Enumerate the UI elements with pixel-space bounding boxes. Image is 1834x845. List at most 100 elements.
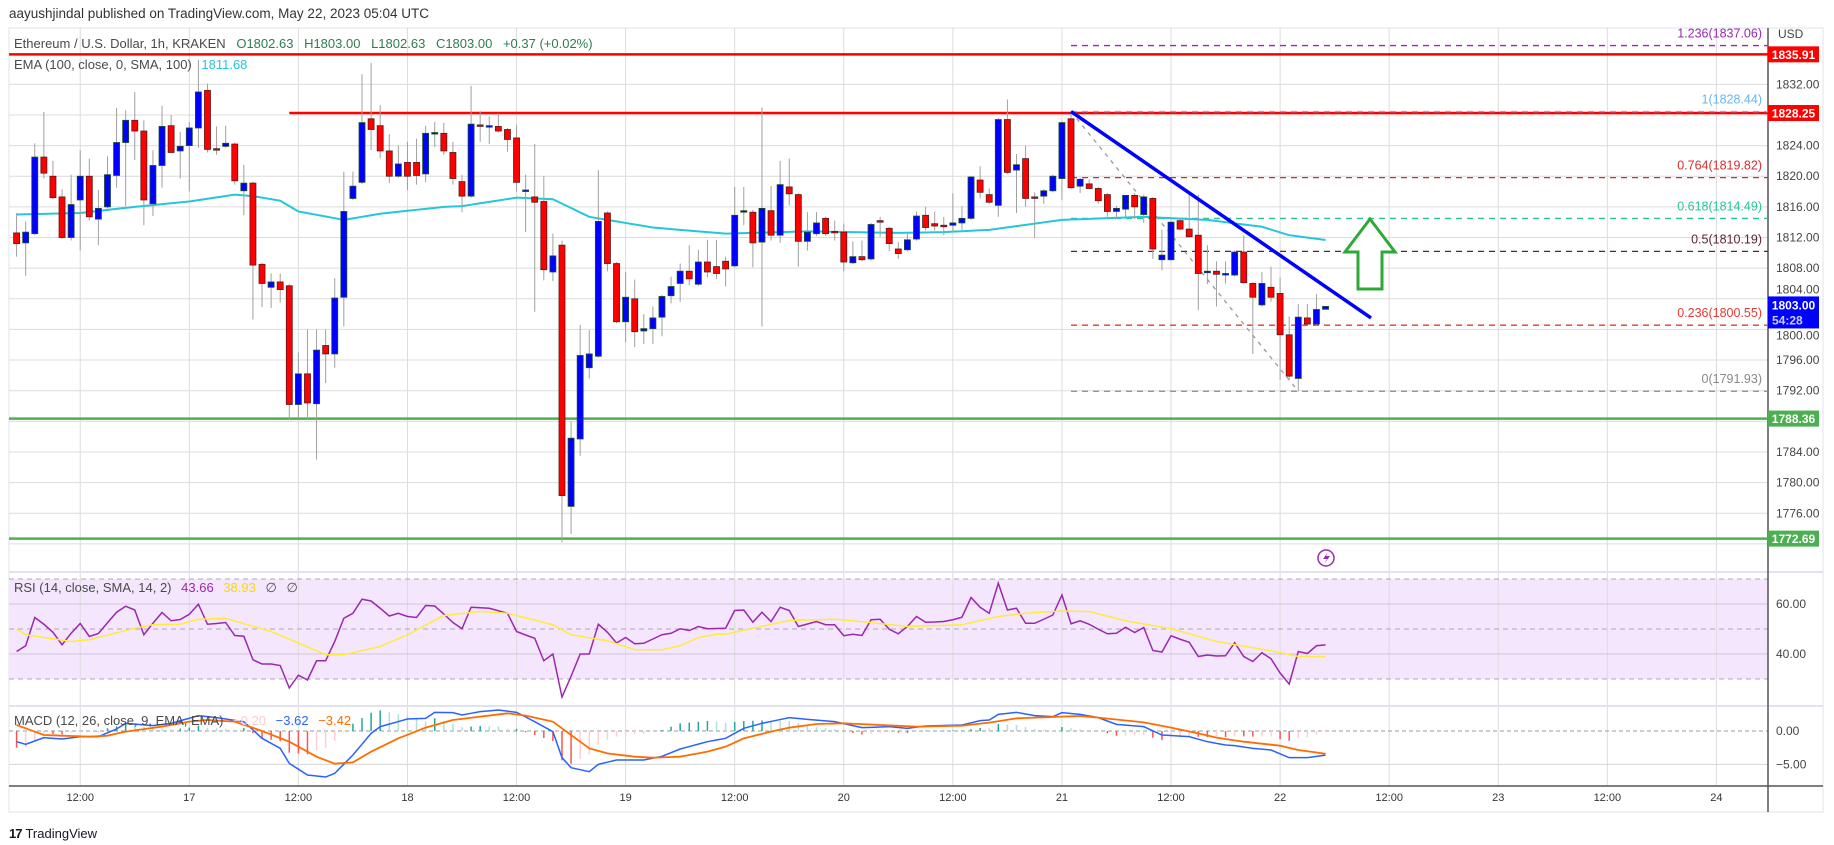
macd-value: −3.62 <box>275 713 309 728</box>
candle <box>358 74 366 184</box>
candle-body <box>440 132 448 152</box>
lightning-icon-bolt <box>1323 552 1330 564</box>
candle-body <box>1149 198 1157 250</box>
candle-body <box>1167 221 1175 261</box>
candle-body <box>649 317 657 330</box>
candle-body <box>1285 334 1293 377</box>
candle <box>713 239 720 279</box>
candle <box>758 107 766 327</box>
candle-body <box>558 244 566 497</box>
time-axis-label: 12:00 <box>1594 792 1622 804</box>
candle-body <box>640 328 648 332</box>
candle-body <box>967 176 975 219</box>
candle <box>1040 189 1048 204</box>
candle <box>249 181 257 320</box>
macd-hist-value: −0.20 <box>233 713 267 728</box>
candle <box>940 216 948 236</box>
candle-body <box>31 156 39 235</box>
candle <box>140 120 148 226</box>
candle <box>40 111 48 179</box>
low-value: L1802.63 <box>371 36 426 51</box>
time-axis-label: 23 <box>1492 792 1504 804</box>
candle-body <box>976 179 984 193</box>
tradingview-logo[interactable]: 17 TradingView <box>9 826 97 841</box>
candle <box>31 143 39 236</box>
candle <box>394 145 402 178</box>
candle-body <box>776 184 784 236</box>
candle-body <box>704 261 711 273</box>
candle <box>313 329 320 460</box>
rsi-label: RSI (14, close, SMA, 14, 2) <box>14 580 172 595</box>
candle <box>640 314 648 344</box>
symbol-legend: Ethereum / U.S. Dollar, 1h, KRAKEN O1802… <box>14 36 600 51</box>
candle <box>513 124 520 192</box>
candle-body <box>594 221 602 357</box>
candle-body <box>385 150 393 177</box>
candle-body <box>176 145 184 152</box>
open-value: O1802.63 <box>236 36 294 51</box>
time-axis-label: 12:00 <box>721 792 749 804</box>
time-axis-label: 17 <box>183 792 195 804</box>
candle <box>1313 294 1320 326</box>
candle-body <box>822 217 829 235</box>
ema-legend[interactable]: EMA (100, close, 0, SMA, 100) 1811.68 <box>14 57 247 72</box>
candle <box>322 329 330 384</box>
candle <box>1222 261 1229 284</box>
candle-body <box>1076 178 1084 187</box>
candle-body <box>122 119 130 143</box>
candle <box>231 142 239 185</box>
candle <box>340 171 348 327</box>
last-price-badge <box>1768 296 1819 329</box>
candle-body <box>1158 254 1166 261</box>
candle <box>967 176 975 220</box>
candle-body <box>622 296 630 323</box>
candle-body <box>376 125 384 152</box>
candle <box>467 85 475 198</box>
candle-body <box>76 175 84 201</box>
candle <box>804 212 811 251</box>
candle-body <box>285 285 293 405</box>
candle-body <box>831 230 839 234</box>
ema-value: 1811.68 <box>201 57 248 72</box>
candle <box>976 166 984 199</box>
candle-body <box>1267 286 1275 298</box>
candle <box>694 249 702 286</box>
candle <box>413 138 420 185</box>
time-axis-label: 12:00 <box>1375 792 1403 804</box>
candle <box>1076 177 1084 194</box>
candle-body <box>1058 122 1066 179</box>
macd-line <box>16 709 1326 778</box>
chart-frame <box>8 27 1824 813</box>
macd-legend[interactable]: MACD (12, 26, close, 9, EMA, EMA) −0.20 … <box>14 713 351 728</box>
candle-body <box>149 165 157 205</box>
rsi-axis-label: 60.00 <box>1776 597 1806 611</box>
rsi-legend[interactable]: RSI (14, close, SMA, 14, 2) 43.66 38.93 … <box>14 580 298 596</box>
candle <box>585 330 593 379</box>
candle <box>1113 206 1120 220</box>
price-badge-label: 1788.36 <box>1772 412 1816 426</box>
candle-body <box>85 175 93 218</box>
symbol-title[interactable]: Ethereum / U.S. Dollar, 1h, KRAKEN <box>14 36 226 51</box>
price-axis-label: 1804.00 <box>1776 282 1820 296</box>
candle-body <box>658 296 666 318</box>
candle-body <box>204 90 211 150</box>
candle-body <box>113 142 120 176</box>
price-badge <box>1768 105 1819 122</box>
candle <box>76 150 84 251</box>
candle-body <box>431 132 439 135</box>
candle-body <box>885 227 893 245</box>
fib-level-label: 0.5(1810.19) <box>1691 232 1762 246</box>
macd-signal-line <box>16 712 1326 765</box>
candle-body <box>67 204 75 238</box>
candle <box>385 134 393 184</box>
macd-signal-value: −3.42 <box>318 713 352 728</box>
candle-body <box>1085 183 1093 189</box>
candle <box>922 206 929 231</box>
candle-body <box>740 210 748 213</box>
candle <box>104 156 111 209</box>
candle <box>913 211 920 241</box>
candle-body <box>158 126 166 166</box>
candle <box>440 122 448 155</box>
candle <box>1267 266 1275 302</box>
